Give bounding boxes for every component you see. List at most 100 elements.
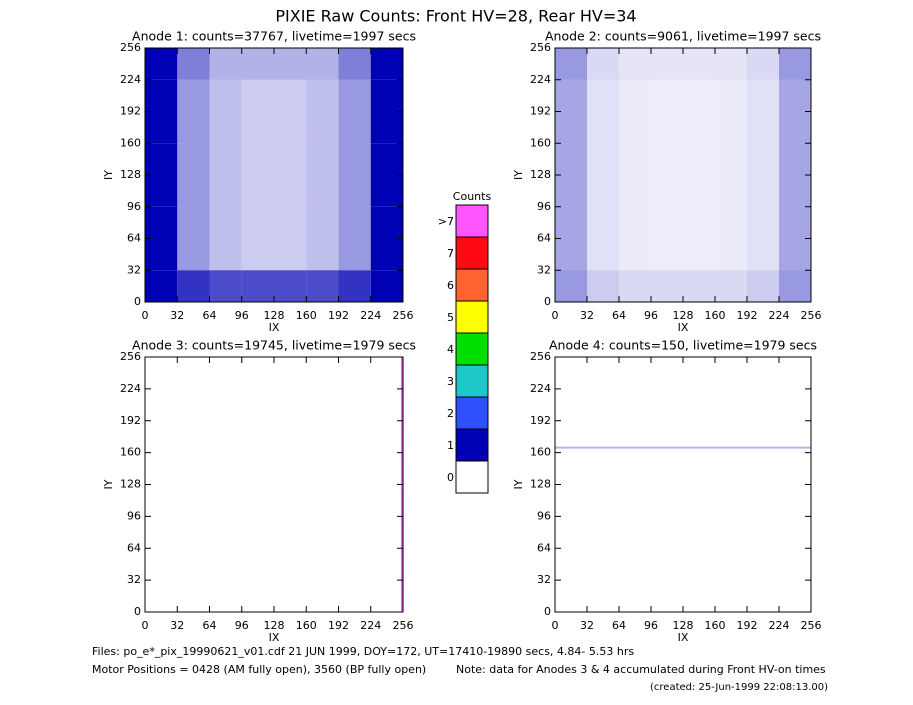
y-tick-label: 32 <box>127 573 141 586</box>
cell <box>555 111 587 144</box>
x-tick-label: 128 <box>264 619 285 632</box>
cell <box>747 238 779 271</box>
colorbar-box <box>455 364 489 398</box>
cell <box>555 446 811 449</box>
cell <box>274 79 307 112</box>
cell <box>209 111 242 144</box>
cell <box>338 143 371 175</box>
cell <box>619 206 651 239</box>
cell <box>651 175 683 207</box>
x-tick-label: 128 <box>673 619 694 632</box>
cell <box>274 238 307 271</box>
cell <box>587 48 619 80</box>
cell <box>651 48 683 80</box>
y-tick-label: 224 <box>530 382 551 395</box>
cell <box>177 175 210 207</box>
cell <box>587 111 619 144</box>
x-axis-label: IX <box>269 631 280 644</box>
cell <box>241 48 274 80</box>
cell <box>683 175 715 207</box>
cell <box>370 206 403 239</box>
cell <box>209 143 242 175</box>
cell <box>587 143 619 175</box>
cell <box>145 79 178 112</box>
colorbar-title: Counts <box>453 190 492 203</box>
cell <box>779 206 811 239</box>
cell <box>306 48 339 80</box>
cell <box>747 175 779 207</box>
y-axis-label: IY <box>102 479 115 489</box>
cell <box>683 79 715 112</box>
cell <box>683 270 715 302</box>
colorbar-label: 2 <box>447 407 454 420</box>
x-tick-label: 96 <box>235 309 249 322</box>
cell <box>274 48 307 80</box>
cell <box>370 238 403 271</box>
x-tick-label: 64 <box>612 309 626 322</box>
cell <box>177 111 210 144</box>
y-tick-label: 0 <box>544 295 551 308</box>
cell <box>683 111 715 144</box>
cell <box>306 79 339 112</box>
cell <box>619 143 651 175</box>
cell <box>619 48 651 80</box>
y-tick-label: 192 <box>530 105 551 118</box>
cell <box>338 175 371 207</box>
cell <box>209 206 242 239</box>
cell <box>747 270 779 302</box>
y-tick-label: 160 <box>530 136 551 149</box>
panel-title: Anode 2: counts=9061, livetime=1997 secs <box>545 29 821 44</box>
x-tick-label: 160 <box>296 309 317 322</box>
x-tick-label: 192 <box>737 309 758 322</box>
x-tick-label: 32 <box>580 619 594 632</box>
cell <box>145 206 178 239</box>
cell <box>779 270 811 302</box>
cell <box>338 206 371 239</box>
cell <box>683 206 715 239</box>
x-axis-label: IX <box>678 631 689 644</box>
cell <box>555 206 587 239</box>
colorbar-box <box>455 428 489 462</box>
y-tick-label: 0 <box>134 605 141 618</box>
colorbar-box <box>455 396 489 430</box>
x-tick-label: 96 <box>644 619 658 632</box>
y-tick-label: 32 <box>537 573 551 586</box>
x-tick-label: 192 <box>328 619 349 632</box>
colorbar-box <box>455 332 489 366</box>
cell <box>338 111 371 144</box>
colorbar-box <box>455 204 489 238</box>
y-tick-label: 256 <box>530 41 551 54</box>
cell <box>715 206 747 239</box>
x-tick-label: 64 <box>203 309 217 322</box>
y-tick-label: 96 <box>537 509 551 522</box>
cell <box>274 206 307 239</box>
cell <box>209 79 242 112</box>
colorbar-label: 3 <box>447 375 454 388</box>
cell <box>747 206 779 239</box>
cell <box>715 48 747 80</box>
y-tick-label: 128 <box>120 478 141 491</box>
cell <box>306 270 339 302</box>
x-tick-label: 256 <box>393 619 414 632</box>
cell <box>145 238 178 271</box>
y-tick-label: 224 <box>120 382 141 395</box>
x-tick-label: 0 <box>552 619 559 632</box>
cell <box>619 111 651 144</box>
y-tick-label: 96 <box>127 509 141 522</box>
cell <box>370 111 403 144</box>
cell <box>338 48 371 80</box>
cell <box>651 270 683 302</box>
cell <box>241 238 274 271</box>
x-tick-label: 224 <box>360 309 381 322</box>
x-tick-label: 0 <box>142 309 149 322</box>
colorbar-box <box>455 460 489 494</box>
y-tick-label: 128 <box>530 168 551 181</box>
cell <box>715 79 747 112</box>
y-tick-label: 160 <box>120 136 141 149</box>
cell <box>177 270 210 302</box>
x-tick-label: 160 <box>705 619 726 632</box>
y-tick-label: 256 <box>120 350 141 363</box>
cell <box>779 175 811 207</box>
x-tick-label: 96 <box>644 309 658 322</box>
